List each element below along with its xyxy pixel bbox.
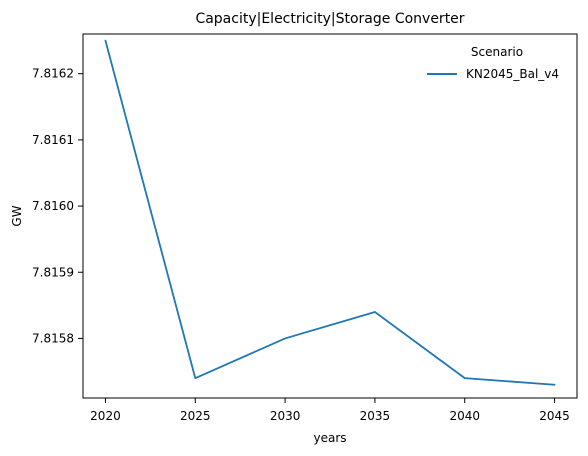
x-tick-label: 2035 bbox=[360, 409, 391, 423]
y-tick-label: 7.8159 bbox=[32, 265, 74, 279]
plot-frame bbox=[82, 33, 578, 399]
x-axis-label: years bbox=[313, 431, 346, 445]
series-line-0 bbox=[104, 39, 556, 386]
y-axis-ticks: 7.8158 7.8159 7.8160 7.8161 7.8162 bbox=[32, 67, 83, 345]
x-tick-label: 2040 bbox=[449, 409, 480, 423]
legend-label-kn2045-bal-v4: KN2045_Bal_v4 bbox=[466, 67, 559, 81]
legend: Scenario KN2045_Bal_v4 bbox=[427, 45, 559, 81]
x-tick-label: 2025 bbox=[180, 409, 211, 423]
legend-title: Scenario bbox=[471, 45, 523, 59]
chart-title: Capacity|Electricity|Storage Converter bbox=[195, 11, 464, 27]
y-tick-label: 7.8162 bbox=[32, 67, 74, 81]
x-tick-label: 2020 bbox=[90, 409, 121, 423]
x-tick-label: 2045 bbox=[539, 409, 570, 423]
x-tick-label: 2030 bbox=[270, 409, 301, 423]
y-tick-label: 7.8158 bbox=[32, 331, 74, 345]
plot-area: 2020 2025 2030 2035 2040 2045 7.81587.81597.8… bbox=[32, 33, 578, 423]
y-tick-label: 7.8161 bbox=[32, 133, 74, 147]
series-layer bbox=[104, 39, 556, 386]
y-tick-label: 7.8160 bbox=[32, 199, 74, 213]
y-axis-label: GW bbox=[10, 205, 24, 226]
x-axis-ticks: 2020 2025 2030 2035 2040 2045 bbox=[90, 398, 570, 423]
